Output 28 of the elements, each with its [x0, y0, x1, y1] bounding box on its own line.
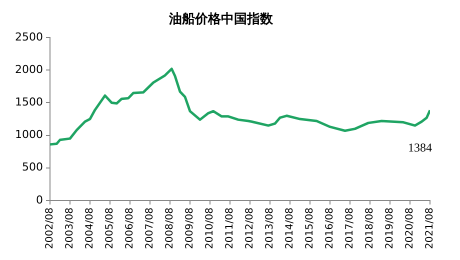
x-tick-label: 2016/08 [324, 207, 336, 250]
x-tick-label: 2014/08 [284, 207, 296, 250]
y-tick-label: 2500 [14, 30, 43, 44]
x-tick-label: 2020/08 [404, 207, 416, 250]
x-tick-label: 2011/08 [224, 207, 236, 250]
x-tick-label: 2012/08 [244, 207, 256, 250]
x-tick-label: 2019/08 [384, 207, 396, 250]
x-tick-label: 2004/08 [84, 207, 96, 250]
x-tick-label: 2018/08 [364, 207, 376, 250]
y-tick-label: 1500 [14, 96, 43, 109]
y-tick-label: 500 [22, 160, 43, 174]
x-tick-label: 2017/08 [344, 207, 356, 250]
y-tick-label: 0 [36, 193, 43, 206]
x-tick-label: 2009/08 [184, 207, 196, 250]
x-tick-label: 2006/08 [124, 207, 136, 250]
x-tick-label: 2005/08 [104, 207, 116, 250]
y-tick-label: 2000 [14, 63, 43, 76]
x-tick-label: 2002/08 [44, 207, 56, 250]
y-tick-label: 1000 [14, 128, 43, 142]
chart-title: 油船价格中国指数 [168, 12, 274, 28]
x-tick-label: 2015/08 [304, 207, 316, 250]
x-tick-label: 2003/08 [64, 207, 76, 250]
annotation: 1384 [408, 140, 432, 154]
x-tick-label: 2007/08 [144, 207, 156, 250]
x-tick-label: 2013/08 [264, 207, 276, 250]
x-tick-label: 2008/08 [164, 207, 176, 250]
x-tick-label: 2021/08 [424, 207, 436, 250]
x-tick-label: 2010/08 [204, 207, 216, 250]
